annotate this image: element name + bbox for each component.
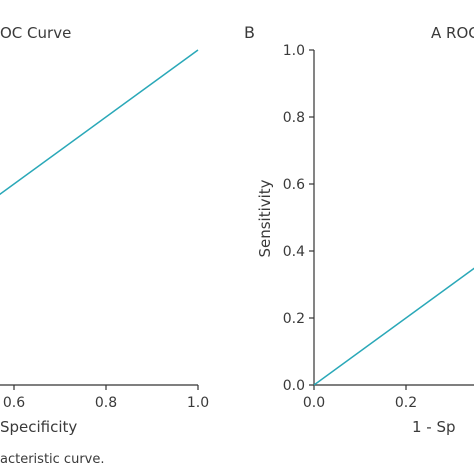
panel-2-x-axis-label: 1 - Sp [412, 418, 456, 436]
panel-2-y-tick-label-2: 0.4 [283, 244, 305, 260]
panel-2-series-line-0 [313, 267, 474, 386]
panel-1-x-tick-label-1: 0.8 [95, 395, 117, 411]
panel-2-y-tick-label-0: 0.0 [283, 378, 305, 394]
panel-2-y-axis-label: Sensitivity [256, 179, 274, 257]
panel-1-x-tick-label-0: 0.6 [3, 395, 25, 411]
panel-2-x-tick-label-0: 0.0 [303, 395, 325, 411]
panel-2-x-tick-label-1: 0.2 [395, 395, 417, 411]
panel-2-y-tick-label-5: 1.0 [283, 43, 305, 59]
panel-1-title: OC Curve [0, 24, 71, 42]
panel-1-x-tick-label-2: 1.0 [187, 395, 209, 411]
panel-2-y-tick-label-4: 0.8 [283, 110, 305, 126]
figure-caption: acteristic curve. [0, 452, 105, 467]
panel-2-y-tick-label-1: 0.2 [283, 311, 305, 327]
panel-1-x-axis-label: Specificity [0, 418, 77, 436]
panel-2-title: A ROC [431, 24, 474, 42]
panel-1-series-line-0 [0, 49, 199, 196]
panel-2-panel-label: B [244, 23, 255, 42]
panel-2-y-tick-label-3: 0.6 [283, 177, 305, 193]
